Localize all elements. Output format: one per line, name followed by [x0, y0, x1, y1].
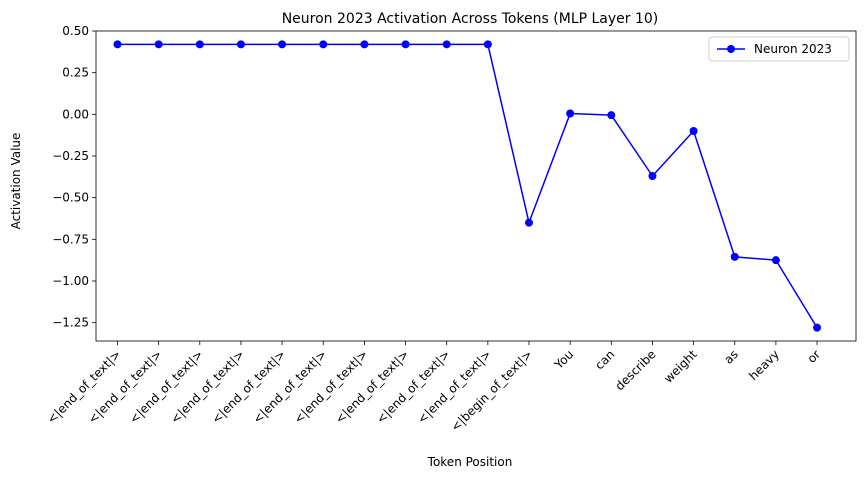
data-point — [278, 40, 287, 49]
plot-frame — [95, 30, 857, 342]
data-point — [401, 40, 410, 49]
y-tick-label: −1.00 — [52, 274, 89, 288]
y-tick-label: −0.25 — [52, 149, 89, 163]
y-tick-label: 0.00 — [62, 107, 89, 121]
data-point — [483, 40, 492, 49]
y-axis-label: Activation Value — [9, 133, 23, 230]
data-point — [195, 40, 204, 49]
data-point — [689, 127, 698, 135]
y-axis-ticks: 0.50 0.25 0.00 −0.25 −0.50 −0.75 −1.00 −1.25 — [52, 24, 96, 330]
data-point — [730, 252, 739, 261]
legend-marker — [727, 45, 735, 53]
y-tick-label: −1.25 — [52, 316, 89, 330]
data-point — [813, 323, 822, 332]
series-line — [117, 43, 818, 329]
data-point — [360, 40, 369, 49]
data-point — [607, 111, 616, 120]
y-tick-label: 0.50 — [62, 24, 89, 38]
legend-box — [708, 36, 850, 62]
plot-area — [95, 30, 857, 342]
y-tick-label: −0.50 — [52, 191, 89, 205]
y-tick-label: −0.75 — [52, 232, 89, 246]
x-axis-label: Token Position — [427, 455, 513, 469]
data-point — [525, 218, 533, 227]
legend: Neuron 2023 — [708, 36, 850, 62]
data-point — [236, 40, 245, 49]
data-point — [771, 256, 780, 265]
y-tick-label: 0.25 — [62, 66, 89, 80]
data-point — [648, 172, 657, 180]
series-layer — [113, 40, 822, 332]
chart-title: Neuron 2023 Activation Across Tokens (ML… — [282, 11, 659, 27]
data-point — [319, 40, 328, 49]
data-point — [566, 109, 575, 118]
data-point — [154, 40, 163, 49]
legend-label: Neuron 2023 — [754, 42, 832, 56]
data-point — [113, 40, 122, 49]
data-point — [442, 40, 451, 49]
